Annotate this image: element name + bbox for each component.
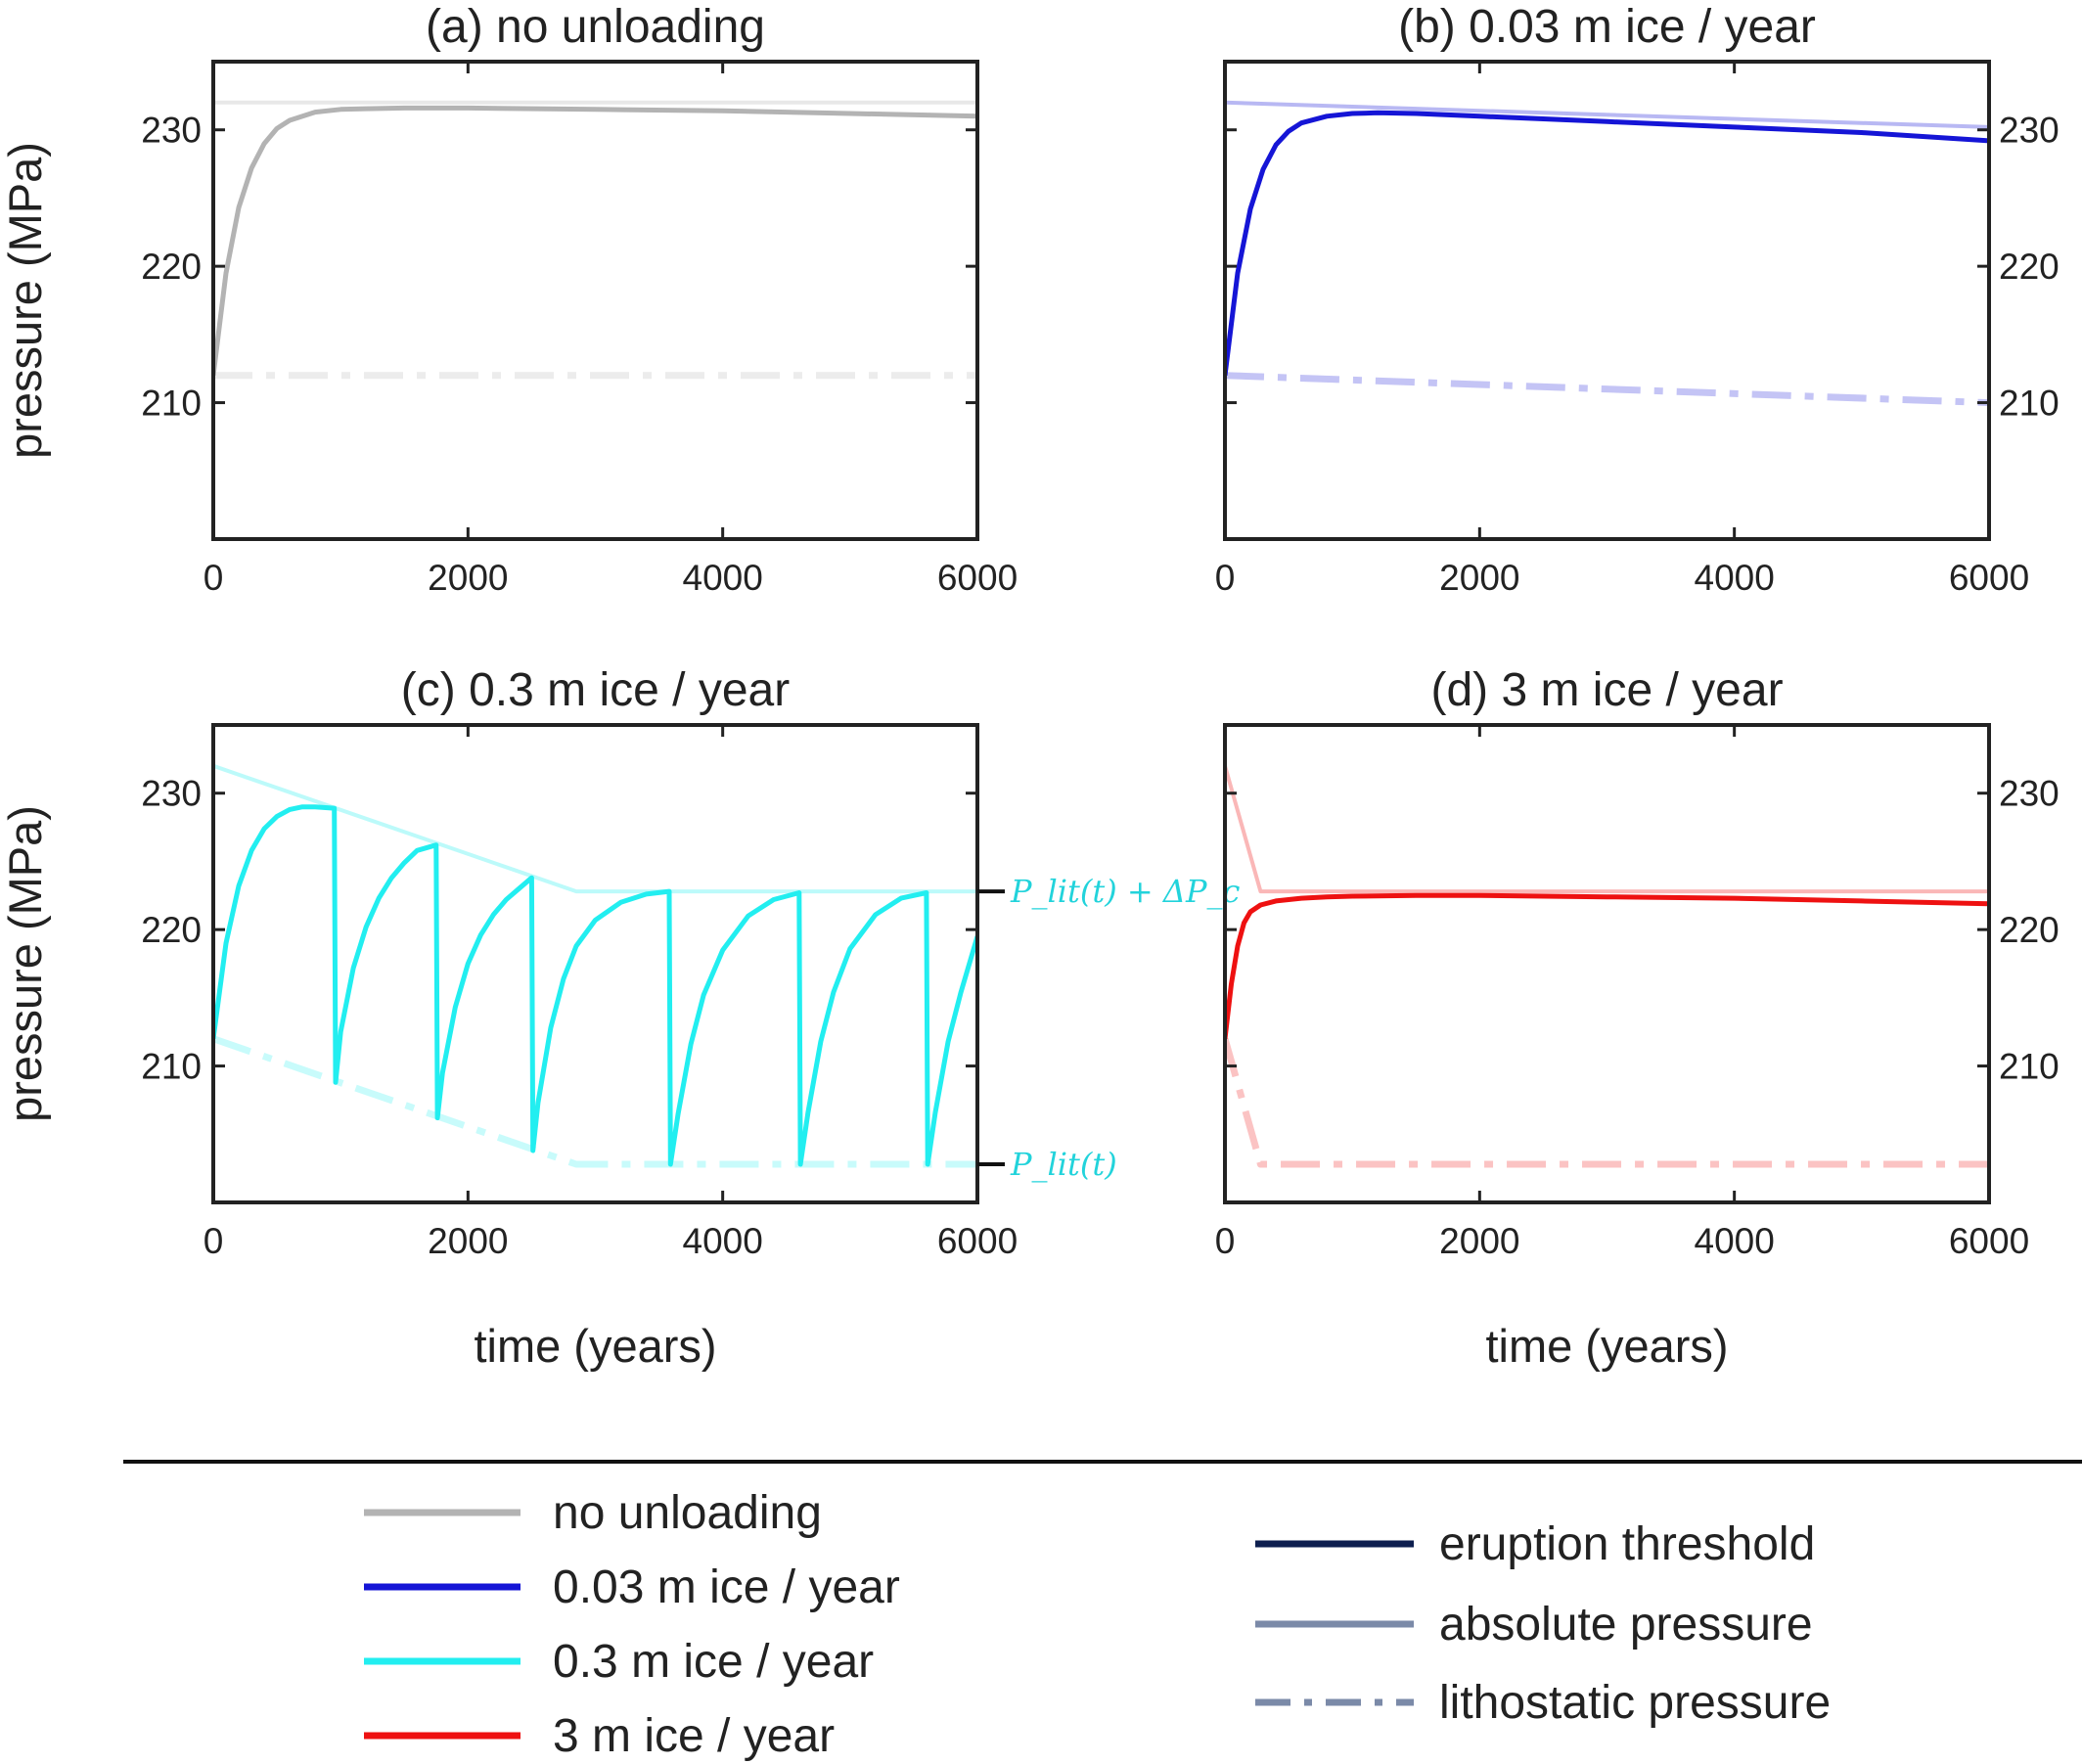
x-tick-label-a-1: 2000 <box>428 558 508 598</box>
series-absolute-pressure-b <box>1225 110 1989 377</box>
legend-scenario-0: no unloading <box>364 1487 822 1539</box>
annotation-label-c-1: P_lit(t) <box>1010 1146 1117 1183</box>
chart-title-a: (a) no unloading <box>426 1 765 53</box>
x-axis-label-d: time (years) <box>1485 1320 1728 1372</box>
series-absolute-pressure-a <box>213 105 977 377</box>
x-tick-label-a-2: 4000 <box>683 558 763 598</box>
annotation-label-c-0: P_lit(t) + ΔP_c <box>1010 873 1240 910</box>
series-absolute-pressure-d <box>1225 892 1989 1039</box>
series-group-a <box>213 100 977 380</box>
axes-frame-d <box>1223 723 1991 1204</box>
y-axis-label-c: pressure (MPa) <box>0 805 51 1122</box>
series-group-d <box>1225 765 1989 1168</box>
legend-label-eruption-threshold: eruption threshold <box>1439 1518 1815 1570</box>
series-lithostatic-pressure-c <box>213 1035 977 1168</box>
x-tick-label-b-0: 0 <box>1215 558 1236 598</box>
x-tick-label-d-2: 4000 <box>1695 1221 1775 1261</box>
legend-label-absolute-pressure: absolute pressure <box>1439 1599 1813 1651</box>
x-tick-label-d-3: 6000 <box>1949 1221 2029 1261</box>
y-tick-label-c-2: 210 <box>141 1047 202 1087</box>
x-tick-label-c-0: 0 <box>204 1221 224 1261</box>
y-tick-label-b-0: 230 <box>1999 111 2059 151</box>
series-eruption-threshold-d <box>1225 765 1989 894</box>
legend-style-0: eruption threshold <box>1255 1518 1815 1570</box>
y-tick-label-a-2: 210 <box>141 384 202 424</box>
x-tick-label-d-0: 0 <box>1215 1221 1236 1261</box>
series-lithostatic-pressure-d <box>1225 1037 1989 1168</box>
y-tick-label-c-1: 220 <box>141 910 202 950</box>
y-axis-label-a: pressure (MPa) <box>0 142 51 459</box>
x-tick-label-c-1: 2000 <box>428 1221 508 1261</box>
x-tick-label-b-3: 6000 <box>1949 558 2029 598</box>
axes-frame-a <box>211 60 979 541</box>
y-tick-label-d-0: 230 <box>1999 774 2059 814</box>
y-tick-label-a-0: 230 <box>141 111 202 151</box>
y-tick-label-d-1: 220 <box>1999 910 2059 950</box>
y-tick-label-d-2: 210 <box>1999 1047 2059 1087</box>
x-tick-label-a-3: 6000 <box>937 558 1018 598</box>
series-absolute-pressure-c <box>213 804 977 1167</box>
chart-panel-b: 0 2000 4000 6000 230 220 210 (b) 0.03 m ice / y… <box>1215 1 2059 598</box>
x-tick-label-b-1: 2000 <box>1439 558 1519 598</box>
series-group-c <box>213 763 977 1168</box>
x-tick-label-b-2: 4000 <box>1695 558 1775 598</box>
chart-panel-d: 0 2000 4000 6000 230 220 210 (d) 3 m ice / year… <box>1215 664 2059 1372</box>
x-tick-label-c-2: 4000 <box>683 1221 763 1261</box>
series-eruption-threshold-b <box>1225 100 1989 129</box>
chart-panels: 0 2000 4000 6000 230 220 210 (a) no unloading pr… <box>0 1 2059 1372</box>
series-group-b <box>1225 100 1989 407</box>
x-axis-label-c: time (years) <box>474 1320 716 1372</box>
legend-label-0-3-ice: 0.3 m ice / year <box>553 1636 874 1688</box>
legend-label-0-03-ice: 0.03 m ice / year <box>553 1561 900 1613</box>
axes-frame-c <box>211 723 979 1204</box>
chart-title-d: (d) 3 m ice / year <box>1430 664 1783 716</box>
legend-label-3-ice: 3 m ice / year <box>553 1710 835 1762</box>
legend-style-2: lithostatic pressure <box>1255 1677 1831 1729</box>
y-tick-label-b-2: 210 <box>1999 384 2059 424</box>
y-tick-label-a-1: 220 <box>141 247 202 287</box>
chart-title-c: (c) 0.3 m ice / year <box>401 664 790 716</box>
series-eruption-threshold-c <box>213 763 977 894</box>
legend-label-no-unloading: no unloading <box>553 1487 822 1539</box>
y-tick-label-b-1: 220 <box>1999 247 2059 287</box>
chart-panel-a: 0 2000 4000 6000 230 220 210 (a) no unloading pr… <box>0 1 1018 598</box>
axes-frame-b <box>1223 60 1991 541</box>
x-tick-label-a-0: 0 <box>204 558 224 598</box>
legend: no unloading 0.03 m ice / year 0.3 m ice… <box>364 1487 1831 1762</box>
legend-scenario-3: 3 m ice / year <box>364 1710 835 1762</box>
legend-scenario-2: 0.3 m ice / year <box>364 1636 874 1688</box>
legend-style-1: absolute pressure <box>1255 1599 1813 1651</box>
legend-scenario-1: 0.03 m ice / year <box>364 1561 900 1613</box>
y-tick-label-c-0: 230 <box>141 774 202 814</box>
chart-panel-c: 0 2000 4000 6000 230 220 210 (c) 0.3 m ice / ye… <box>0 664 1240 1372</box>
legend-label-lithostatic-pressure: lithostatic pressure <box>1439 1677 1831 1729</box>
series-lithostatic-pressure-b <box>1225 372 1989 407</box>
x-tick-label-d-1: 2000 <box>1439 1221 1519 1261</box>
x-tick-label-c-3: 6000 <box>937 1221 1018 1261</box>
chart-title-b: (b) 0.03 m ice / year <box>1398 1 1816 53</box>
